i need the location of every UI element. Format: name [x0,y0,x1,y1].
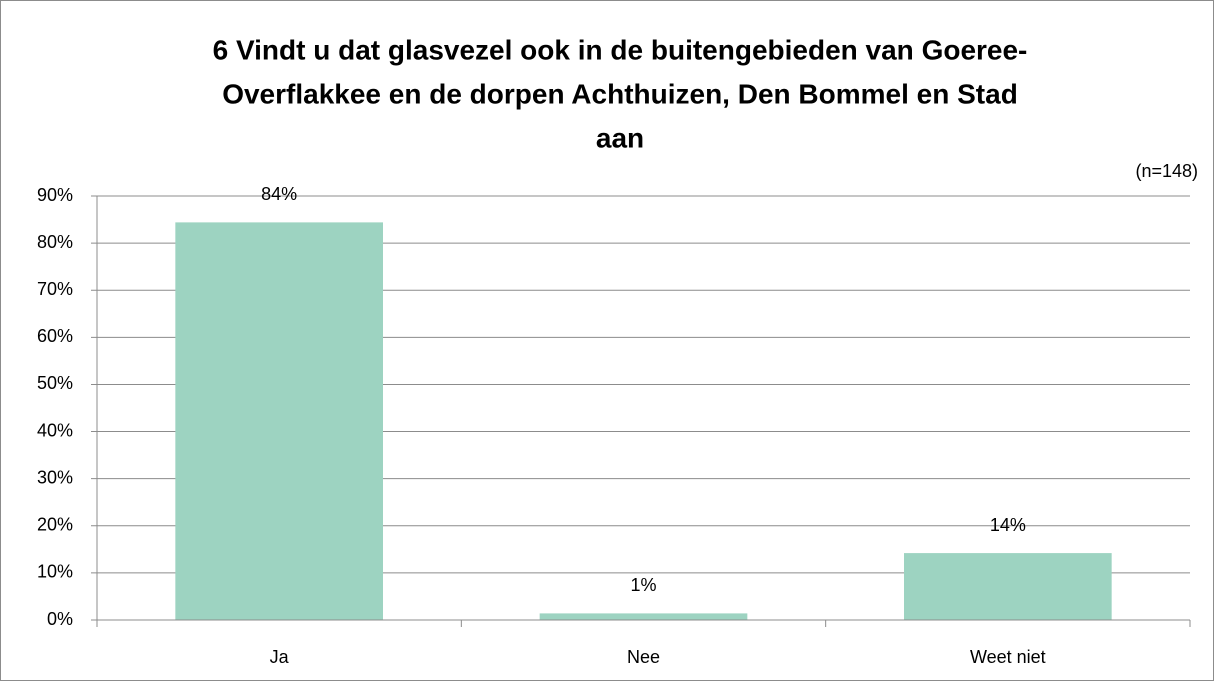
bar [175,222,384,621]
annotation: (n=148) [1135,161,1198,181]
y-tick-label: 40% [37,420,73,440]
data-label: 14% [990,515,1026,535]
data-label: 1% [630,575,656,595]
chart-title: 6 Vindt u dat glasvezel ook in de buiten… [213,34,1028,65]
y-tick-label: 10% [37,562,73,582]
x-tick-label: Ja [270,647,290,667]
bar [903,553,1112,620]
x-tick-label: Nee [627,647,660,667]
chart-title: aan [596,122,644,153]
y-tick-label: 30% [37,467,73,487]
y-tick-label: 0% [47,609,73,629]
y-tick-label: 90% [37,185,73,205]
y-tick-label: 60% [37,326,73,346]
y-tick-label: 20% [37,515,73,535]
x-tick-label: Weet niet [970,647,1046,667]
bar [539,613,748,620]
y-tick-label: 80% [37,232,73,252]
data-label: 84% [261,184,297,204]
chart-title: Overflakkee en de dorpen Achthuizen, Den… [222,78,1018,109]
y-tick-label: 70% [37,279,73,299]
y-tick-label: 50% [37,373,73,393]
